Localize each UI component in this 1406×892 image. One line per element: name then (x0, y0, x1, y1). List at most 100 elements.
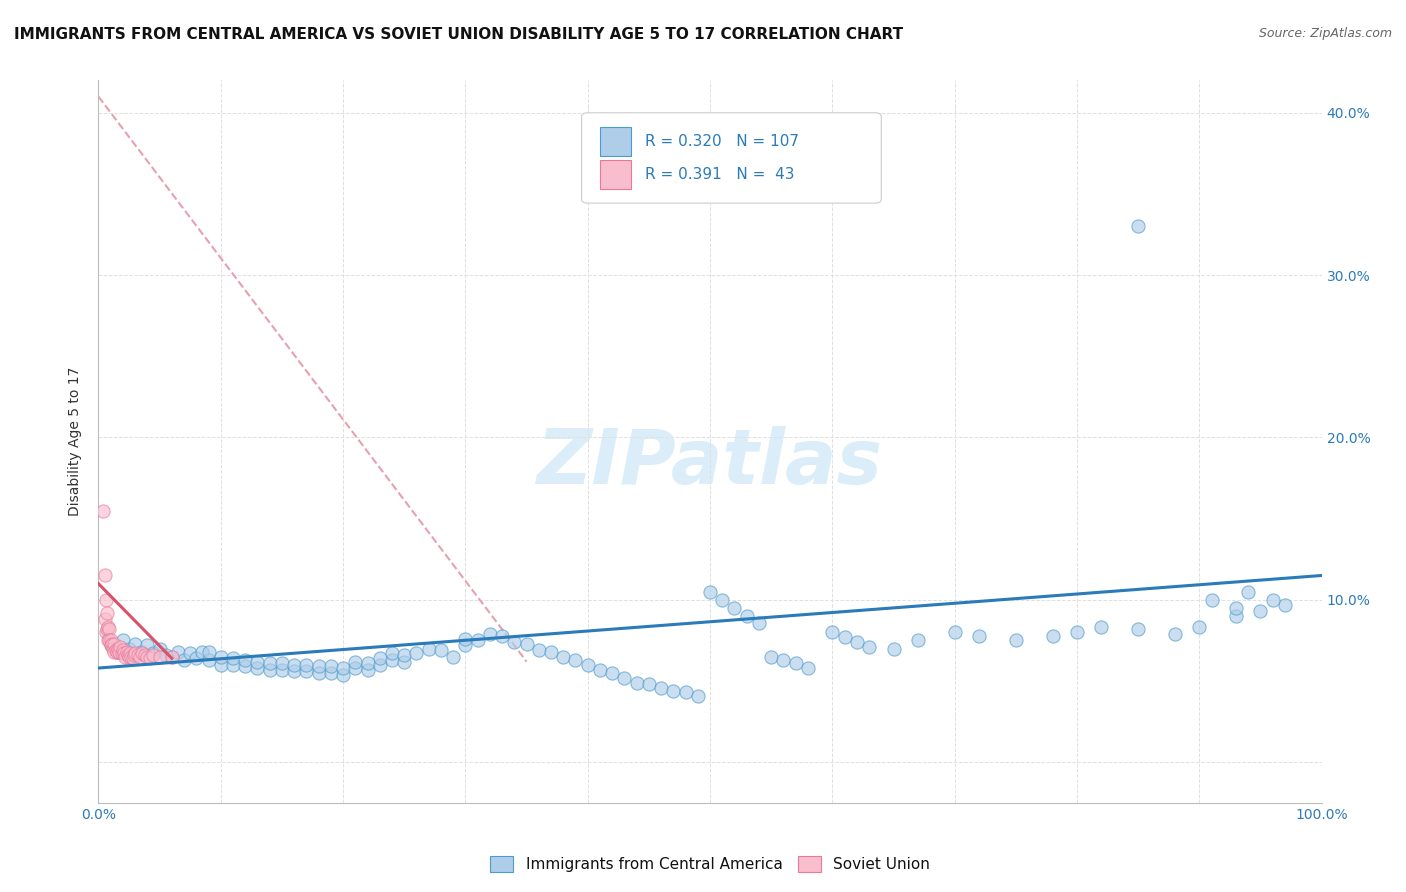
Point (540, 645, 562, 659)
Point (356, 656, 378, 670)
Point (121, 651, 143, 665)
Point (129, 649, 152, 664)
Point (1090, 620, 1112, 634)
Point (246, 655, 269, 669)
Point (637, 677, 661, 691)
Point (131, 647, 153, 661)
Point (772, 653, 794, 667)
Text: ZIPatlas: ZIPatlas (537, 426, 883, 500)
Point (111, 633, 134, 648)
Point (1128, 219, 1150, 234)
Point (295, 657, 318, 672)
Point (160, 649, 183, 664)
Point (1188, 620, 1211, 634)
Point (441, 649, 464, 664)
Point (283, 665, 305, 679)
Point (711, 592, 734, 607)
Bar (600, 128, 630, 156)
Point (613, 671, 636, 685)
Point (1128, 622, 1150, 636)
Point (222, 657, 245, 672)
Point (101, 641, 124, 656)
Point (155, 648, 177, 662)
Point (100, 638, 122, 652)
Point (107, 641, 129, 656)
Point (467, 633, 489, 648)
Point (723, 601, 745, 615)
Point (834, 630, 856, 644)
Point (553, 649, 575, 664)
Point (197, 645, 219, 659)
Point (98, 633, 121, 648)
Point (344, 661, 367, 675)
Point (686, 689, 709, 703)
Point (100, 633, 122, 648)
Point (405, 647, 427, 661)
Point (134, 648, 156, 662)
Text: R = 0.320   N = 107: R = 0.320 N = 107 (645, 134, 799, 149)
Point (392, 648, 416, 662)
Point (1066, 625, 1088, 640)
Point (118, 649, 141, 664)
Point (491, 629, 513, 643)
Point (503, 635, 526, 649)
Point (967, 629, 990, 643)
Point (108, 645, 131, 659)
Bar (600, 160, 630, 189)
Point (93, 612, 115, 626)
Point (332, 667, 354, 681)
Point (173, 653, 195, 667)
Point (136, 638, 159, 652)
Point (191, 645, 214, 659)
Point (105, 645, 128, 659)
Point (283, 657, 305, 672)
Point (576, 657, 599, 672)
Point (179, 647, 201, 661)
Point (142, 647, 165, 661)
Point (259, 656, 281, 670)
Point (105, 645, 128, 659)
Point (319, 659, 342, 673)
Point (1201, 592, 1223, 607)
Point (120, 647, 142, 661)
Point (117, 648, 139, 662)
Point (114, 649, 136, 664)
Point (167, 645, 190, 659)
FancyBboxPatch shape (582, 112, 882, 203)
Point (368, 657, 391, 672)
Point (761, 649, 783, 664)
Point (1225, 601, 1247, 615)
Point (821, 625, 844, 640)
Point (381, 647, 404, 661)
Text: Source: ZipAtlas.com: Source: ZipAtlas.com (1258, 27, 1392, 40)
Point (222, 651, 245, 665)
Point (356, 663, 378, 677)
Point (626, 675, 648, 690)
Point (1164, 627, 1187, 641)
Point (845, 635, 868, 649)
Point (1274, 598, 1296, 612)
Point (270, 656, 294, 670)
Y-axis label: Disability Age 5 to 17: Disability Age 5 to 17 (69, 367, 83, 516)
Point (785, 656, 807, 670)
Point (1249, 604, 1271, 618)
Point (127, 648, 149, 662)
Point (430, 643, 453, 657)
Legend: Immigrants from Central America, Soviet Union: Immigrants from Central America, Soviet … (484, 850, 936, 879)
Point (1261, 592, 1284, 607)
Point (735, 609, 758, 624)
Point (259, 663, 281, 677)
Point (907, 633, 929, 648)
Point (209, 657, 232, 672)
Point (600, 665, 623, 680)
Point (454, 632, 477, 646)
Point (149, 649, 172, 664)
Text: R = 0.391   N =  43: R = 0.391 N = 43 (645, 167, 794, 182)
Point (748, 615, 770, 630)
Point (94, 625, 117, 640)
Point (478, 627, 501, 641)
Point (124, 637, 146, 651)
Point (418, 641, 440, 656)
Point (103, 637, 125, 651)
Point (1042, 629, 1064, 643)
